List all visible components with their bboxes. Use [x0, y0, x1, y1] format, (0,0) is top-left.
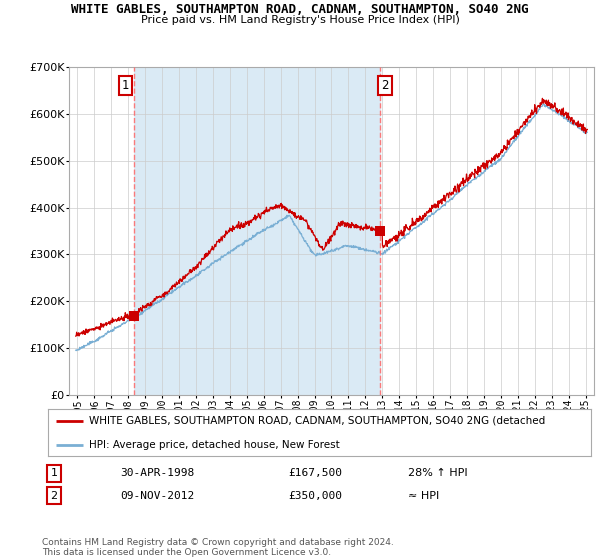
Text: 2: 2 — [50, 491, 58, 501]
Text: ≈ HPI: ≈ HPI — [408, 491, 439, 501]
Text: 1: 1 — [122, 80, 129, 92]
Text: 1: 1 — [50, 468, 58, 478]
Text: £167,500: £167,500 — [288, 468, 342, 478]
Text: £350,000: £350,000 — [288, 491, 342, 501]
Text: 28% ↑ HPI: 28% ↑ HPI — [408, 468, 467, 478]
Text: 30-APR-1998: 30-APR-1998 — [120, 468, 194, 478]
Text: HPI: Average price, detached house, New Forest: HPI: Average price, detached house, New … — [89, 440, 340, 450]
Text: Contains HM Land Registry data © Crown copyright and database right 2024.
This d: Contains HM Land Registry data © Crown c… — [42, 538, 394, 557]
Text: 2: 2 — [381, 80, 389, 92]
Text: 09-NOV-2012: 09-NOV-2012 — [120, 491, 194, 501]
Text: WHITE GABLES, SOUTHAMPTON ROAD, CADNAM, SOUTHAMPTON, SO40 2NG (detached: WHITE GABLES, SOUTHAMPTON ROAD, CADNAM, … — [89, 416, 545, 426]
Text: WHITE GABLES, SOUTHAMPTON ROAD, CADNAM, SOUTHAMPTON, SO40 2NG: WHITE GABLES, SOUTHAMPTON ROAD, CADNAM, … — [71, 3, 529, 16]
Text: Price paid vs. HM Land Registry's House Price Index (HPI): Price paid vs. HM Land Registry's House … — [140, 15, 460, 25]
